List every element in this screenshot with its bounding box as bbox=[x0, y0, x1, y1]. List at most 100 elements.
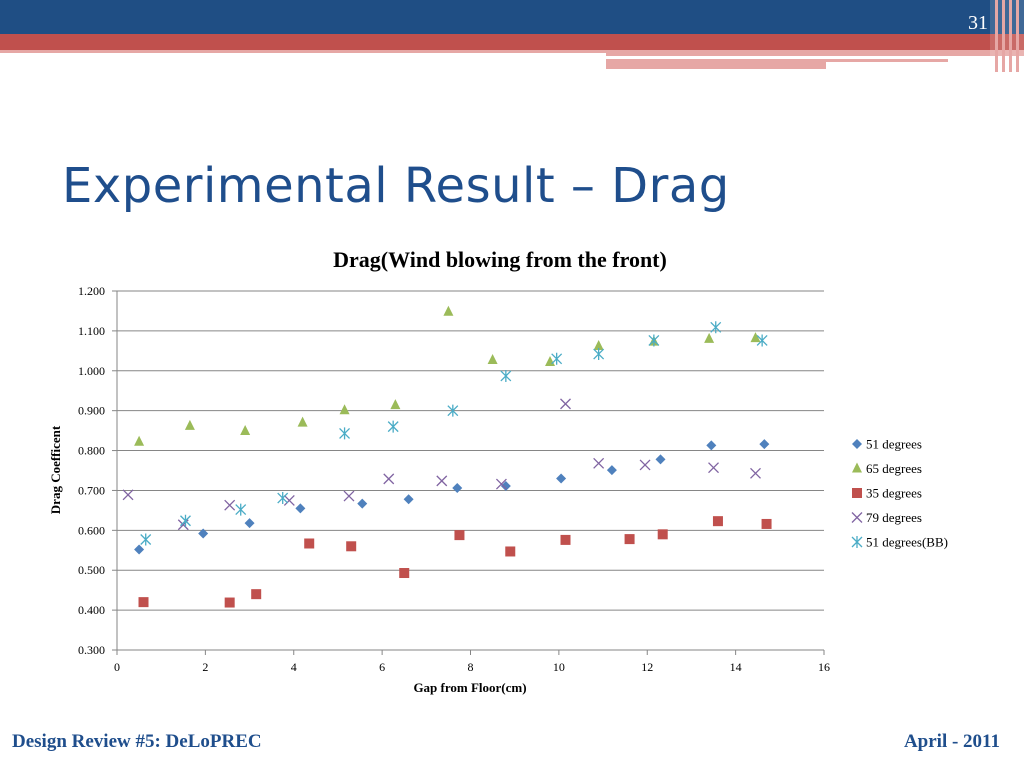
data-point bbox=[712, 516, 723, 527]
legend-marker bbox=[852, 439, 862, 449]
legend-entry-1: 51 degrees bbox=[852, 437, 922, 452]
data-point bbox=[657, 529, 668, 540]
data-points bbox=[122, 305, 772, 608]
series-3 bbox=[138, 516, 772, 608]
header-pink-line-lower bbox=[606, 59, 826, 69]
data-point bbox=[648, 334, 660, 347]
data-point bbox=[593, 348, 605, 361]
data-point bbox=[224, 499, 236, 511]
header-pink-line-mid bbox=[606, 50, 1024, 56]
data-point bbox=[138, 597, 149, 608]
header-red-bar bbox=[0, 34, 1024, 50]
data-point bbox=[639, 459, 651, 471]
data-point bbox=[343, 490, 355, 502]
data-point bbox=[403, 494, 414, 505]
data-point bbox=[452, 483, 463, 494]
legend-marker bbox=[852, 462, 862, 473]
y-tick-label: 0.900 bbox=[78, 404, 105, 418]
data-point bbox=[399, 568, 410, 579]
data-point bbox=[251, 589, 262, 600]
x-tick-label: 8 bbox=[468, 660, 474, 674]
legend-entry-3: 35 degrees bbox=[852, 486, 922, 501]
y-tick-label: 1.000 bbox=[78, 364, 105, 378]
axes bbox=[112, 290, 825, 655]
data-point bbox=[304, 538, 315, 549]
y-tick-label: 1.100 bbox=[78, 324, 105, 338]
y-tick-label: 0.500 bbox=[78, 563, 105, 577]
legend-label: 51 degrees bbox=[866, 437, 922, 452]
data-point bbox=[756, 334, 768, 347]
data-point bbox=[140, 533, 152, 546]
data-point bbox=[387, 420, 399, 433]
header-right-stripes bbox=[990, 0, 1024, 72]
x-tick-label: 14 bbox=[730, 660, 742, 674]
data-point bbox=[624, 534, 635, 545]
y-tick-label: 0.800 bbox=[78, 444, 105, 458]
data-point bbox=[339, 404, 350, 415]
chart-legend: 51 degrees 65 degrees 35 degrees 79 degrees… bbox=[851, 437, 948, 550]
data-point bbox=[500, 481, 511, 492]
data-point bbox=[295, 503, 306, 514]
footer-right-text: April - 2011 bbox=[903, 731, 1000, 752]
y-tick-label: 0.700 bbox=[78, 483, 105, 497]
data-point bbox=[277, 492, 289, 505]
data-point bbox=[283, 494, 295, 506]
data-point bbox=[244, 518, 255, 529]
y-tick-label: 1.200 bbox=[78, 284, 105, 298]
legend-entry-5: 51 degrees(BB) bbox=[851, 535, 948, 550]
data-point bbox=[560, 398, 571, 410]
header-band bbox=[0, 0, 1024, 72]
data-point bbox=[560, 534, 571, 545]
data-point bbox=[708, 462, 719, 474]
data-point bbox=[383, 473, 395, 485]
x-tick-label: 12 bbox=[641, 660, 653, 674]
legend-marker bbox=[851, 536, 863, 548]
data-point bbox=[454, 530, 465, 541]
legend-entry-4: 79 degrees bbox=[851, 510, 922, 525]
slide-number: 31 bbox=[968, 12, 988, 34]
y-tick-label: 0.400 bbox=[78, 603, 105, 617]
data-point bbox=[443, 305, 454, 316]
legend-marker bbox=[852, 488, 862, 498]
x-tick-labels: 0 2 4 6 8 10 12 14 16 bbox=[114, 660, 830, 674]
data-point bbox=[704, 332, 715, 343]
x-tick-label: 6 bbox=[379, 660, 385, 674]
data-point bbox=[297, 416, 308, 427]
x-tick-label: 16 bbox=[818, 660, 830, 674]
data-point bbox=[198, 528, 209, 539]
series-5 bbox=[140, 321, 768, 546]
data-point bbox=[750, 467, 761, 479]
data-point bbox=[545, 356, 556, 367]
data-point bbox=[750, 332, 761, 343]
data-point bbox=[134, 544, 145, 555]
data-point bbox=[134, 435, 145, 446]
y-tick-label: 0.300 bbox=[78, 643, 105, 657]
y-gridlines bbox=[117, 290, 824, 651]
data-point bbox=[761, 518, 772, 529]
data-point bbox=[487, 354, 498, 365]
data-point bbox=[495, 478, 507, 490]
y-axis-label: Drag Coefficent bbox=[48, 425, 63, 514]
x-tick-label: 2 bbox=[202, 660, 208, 674]
data-point bbox=[606, 465, 617, 476]
legend-label: 65 degrees bbox=[866, 461, 922, 476]
data-point bbox=[390, 399, 401, 410]
data-point bbox=[339, 427, 351, 440]
legend-label: 35 degrees bbox=[866, 486, 922, 501]
x-tick-label: 10 bbox=[553, 660, 565, 674]
data-point bbox=[759, 439, 770, 450]
y-tick-label: 0.600 bbox=[78, 523, 105, 537]
data-point bbox=[500, 369, 512, 382]
header-pink-thin-line bbox=[826, 59, 948, 62]
series-4 bbox=[122, 398, 761, 531]
data-point bbox=[357, 498, 368, 509]
x-tick-label: 4 bbox=[291, 660, 297, 674]
footer-left-text: Design Review #5: DeLoPREC bbox=[12, 731, 262, 752]
data-point bbox=[436, 475, 448, 487]
data-point bbox=[240, 425, 251, 436]
data-point bbox=[184, 419, 195, 430]
series-2 bbox=[134, 305, 761, 446]
x-tick-label: 0 bbox=[114, 660, 120, 674]
series-1 bbox=[134, 439, 770, 555]
data-point bbox=[235, 503, 247, 516]
